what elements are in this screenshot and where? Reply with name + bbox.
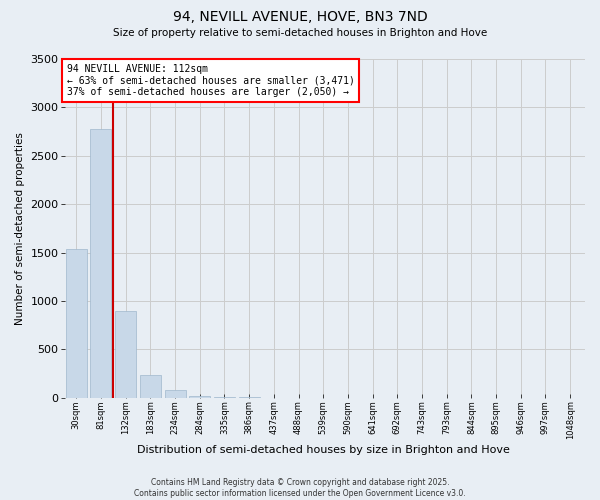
Text: Size of property relative to semi-detached houses in Brighton and Hove: Size of property relative to semi-detach… (113, 28, 487, 38)
Bar (189, 396, 210, 398)
X-axis label: Distribution of semi-detached houses by size in Brighton and Hove: Distribution of semi-detached houses by … (137, 445, 509, 455)
Bar (115, 310, 136, 398)
Bar (140, 376, 161, 398)
Text: 94 NEVILL AVENUE: 112sqm
← 63% of semi-detached houses are smaller (3,471)
37% o: 94 NEVILL AVENUE: 112sqm ← 63% of semi-d… (67, 64, 355, 98)
Bar (91, 128, 112, 398)
Bar (214, 397, 235, 398)
Bar (66, 248, 87, 398)
Y-axis label: Number of semi-detached properties: Number of semi-detached properties (15, 132, 25, 325)
Text: Contains HM Land Registry data © Crown copyright and database right 2025.
Contai: Contains HM Land Registry data © Crown c… (134, 478, 466, 498)
Bar (164, 390, 185, 398)
Text: 94, NEVILL AVENUE, HOVE, BN3 7ND: 94, NEVILL AVENUE, HOVE, BN3 7ND (173, 10, 427, 24)
